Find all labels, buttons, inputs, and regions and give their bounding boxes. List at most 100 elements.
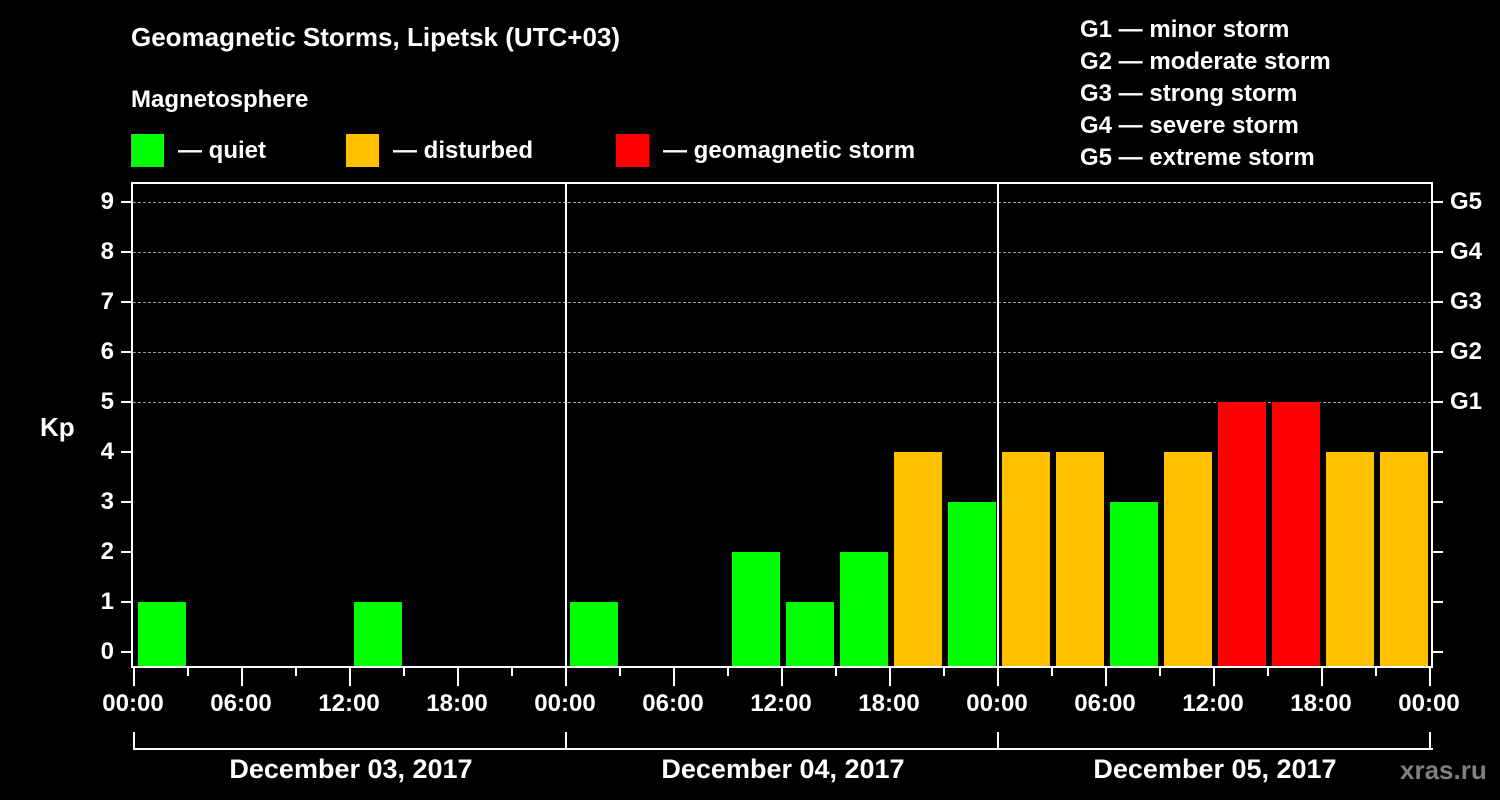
y-axis-label: Kp <box>40 412 75 442</box>
bar-12040900 <box>732 552 780 666</box>
legend-storm: — geomagnetic storm <box>616 134 915 167</box>
legend-label-quiet: — quiet <box>178 136 266 164</box>
g-legend-g2: G2 — moderate storm <box>1080 48 1331 75</box>
y-tick-7 <box>121 301 131 303</box>
bar-12050600 <box>1110 502 1158 666</box>
g-legend-g1: G1 — minor storm <box>1080 16 1290 43</box>
y2-tick-5 <box>1433 401 1443 403</box>
y2-tick-3 <box>1433 501 1443 503</box>
g-scale-legend: G1 — minor storm G2 — moderate storm G3 … <box>1080 14 1331 174</box>
chart-title: Geomagnetic Storms, Lipetsk (UTC+03) <box>131 22 621 52</box>
x-tick-minor <box>619 668 621 676</box>
y2-tick-7 <box>1433 301 1443 303</box>
date-bracket-tick <box>133 732 135 749</box>
date-bracket <box>133 748 1433 750</box>
x-tick-major <box>565 668 567 686</box>
x-tick-major <box>349 668 351 686</box>
x-tick-minor <box>295 668 297 676</box>
g-scale-label-g1: G1 <box>1450 388 1483 415</box>
bar-12031200 <box>354 602 402 666</box>
y-tick-0 <box>121 651 131 653</box>
g-scale-label-g3: G3 <box>1450 288 1483 315</box>
x-tick-minor <box>835 668 837 676</box>
g-scale-label-g4: G4 <box>1450 238 1483 265</box>
day-divider <box>997 184 999 666</box>
y2-tick-6 <box>1433 351 1443 353</box>
y-tick-label-6: 6 <box>100 338 114 365</box>
y2-tick-1 <box>1433 601 1443 603</box>
bar-12050000 <box>1002 452 1050 666</box>
x-tick-major <box>673 668 675 686</box>
bar-12050300 <box>1056 452 1104 666</box>
x-tick-label: 18:00 <box>1290 690 1352 717</box>
day-divider <box>565 184 567 666</box>
x-tick-major <box>781 668 783 686</box>
x-tick-minor <box>1375 668 1377 676</box>
legend-quiet: — quiet <box>131 134 266 167</box>
gridline-kp-7 <box>133 302 1431 303</box>
date-bracket-tick <box>1429 732 1431 749</box>
y-tick-label-4: 4 <box>100 438 114 465</box>
x-tick-label: 06:00 <box>642 690 704 717</box>
x-tick-major <box>997 668 999 686</box>
bar-12030000 <box>138 602 186 666</box>
chart-subtitle: Magnetosphere <box>131 86 309 113</box>
x-tick-minor <box>943 668 945 676</box>
x-tick-minor <box>1267 668 1269 676</box>
x-tick-major <box>133 668 135 686</box>
legend-label-disturbed: — disturbed <box>393 136 534 164</box>
g-legend-g5: G5 — extreme storm <box>1080 144 1315 171</box>
x-tick-label: 00:00 <box>966 690 1028 717</box>
y2-tick-9 <box>1433 201 1443 203</box>
bar-12041500 <box>840 552 888 666</box>
bar-12051800 <box>1326 452 1374 666</box>
x-tick-minor <box>511 668 513 676</box>
date-label: December 05, 2017 <box>1093 754 1337 784</box>
y2-tick-4 <box>1433 451 1443 453</box>
x-tick-label: 12:00 <box>750 690 812 717</box>
y2-tick-0 <box>1433 651 1443 653</box>
x-tick-label: 12:00 <box>318 690 380 717</box>
y-tick-5 <box>121 401 131 403</box>
x-tick-label: 06:00 <box>210 690 272 717</box>
x-tick-label: 00:00 <box>1398 690 1460 717</box>
date-bracket-tick <box>565 732 567 749</box>
bar-12042100 <box>948 502 996 666</box>
gridline-kp-6 <box>133 352 1431 353</box>
y2-tick-2 <box>1433 551 1443 553</box>
bar-12050900 <box>1164 452 1212 666</box>
y-tick-label-0: 0 <box>100 638 114 665</box>
bar-12041200 <box>786 602 834 666</box>
x-tick-minor <box>1051 668 1053 676</box>
x-tick-minor <box>727 668 729 676</box>
gridline-kp-9 <box>133 202 1431 203</box>
y-tick-8 <box>121 251 131 253</box>
y-tick-label-9: 9 <box>100 188 114 215</box>
watermark: xras.ru <box>1400 755 1487 785</box>
bar-12041800 <box>894 452 942 666</box>
y-tick-label-1: 1 <box>100 588 114 615</box>
x-tick-major <box>457 668 459 686</box>
x-tick-minor <box>187 668 189 676</box>
x-tick-major <box>1429 668 1431 686</box>
x-tick-major <box>241 668 243 686</box>
y-tick-4 <box>121 451 131 453</box>
y-tick-label-2: 2 <box>100 538 114 565</box>
legend-label-storm: — geomagnetic storm <box>663 136 916 164</box>
y-tick-6 <box>121 351 131 353</box>
date-label: December 04, 2017 <box>661 754 905 784</box>
legend-swatch-disturbed <box>346 134 379 167</box>
x-tick-label: 00:00 <box>102 690 164 717</box>
y2-tick-8 <box>1433 251 1443 253</box>
bar-12051200 <box>1218 402 1266 666</box>
date-bracket-tick <box>997 732 999 749</box>
gridline-kp-5 <box>133 402 1431 403</box>
bar-12051500 <box>1272 402 1320 666</box>
bar-12040000 <box>570 602 618 666</box>
g-legend-g4: G4 — severe storm <box>1080 112 1299 139</box>
x-tick-label: 18:00 <box>858 690 920 717</box>
y-tick-2 <box>121 551 131 553</box>
g-scale-label-g5: G5 <box>1450 188 1483 215</box>
y-tick-9 <box>121 201 131 203</box>
y-tick-label-7: 7 <box>100 288 114 315</box>
